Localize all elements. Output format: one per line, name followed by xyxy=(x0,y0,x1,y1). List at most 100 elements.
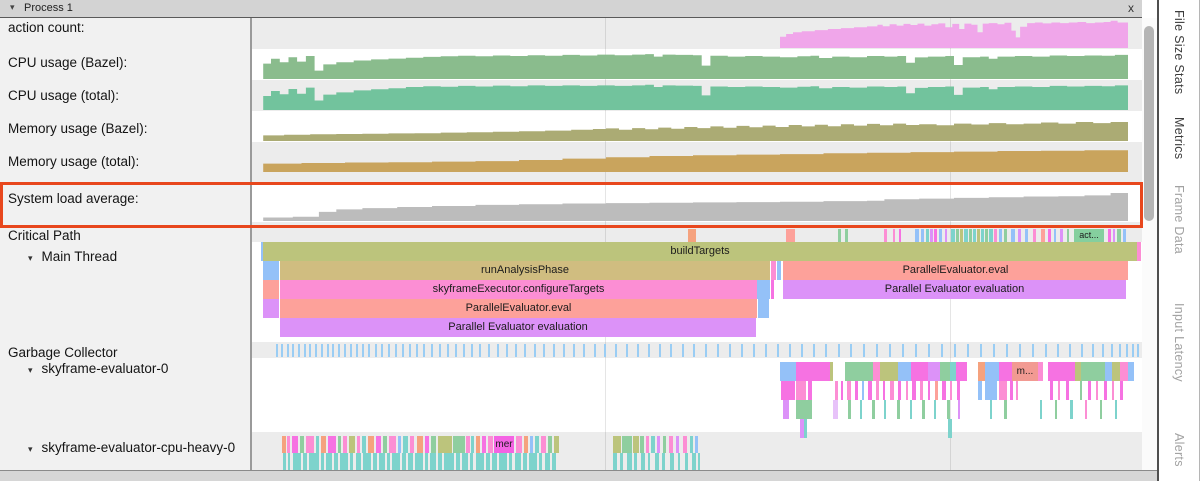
skyframe-evaluator-cpu-heavy-0-slice[interactable] xyxy=(362,436,366,453)
skyframe-evaluator-0-slice[interactable] xyxy=(1096,381,1098,400)
critical-path-slice[interactable] xyxy=(845,229,848,242)
critical-path-slice[interactable] xyxy=(1041,229,1045,242)
skyframe-evaluator-cpu-heavy-0-slice[interactable] xyxy=(690,436,693,453)
skyframe-evaluator-0-slice[interactable] xyxy=(956,362,967,381)
garbage-collector-slice[interactable] xyxy=(304,344,306,357)
garbage-collector-slice[interactable] xyxy=(543,344,545,357)
skyframe-evaluator-cpu-heavy-0-slice[interactable] xyxy=(466,436,470,453)
critical-path-slice[interactable] xyxy=(1018,229,1021,242)
skyframe-evaluator-0-slice[interactable]: m... xyxy=(1012,362,1038,381)
skyframe-evaluator-cpu-heavy-0-slice[interactable] xyxy=(283,453,286,470)
main-thread-slice[interactable]: skyframeExecutor.configureTargets xyxy=(280,280,757,299)
skyframe-evaluator-cpu-heavy-0-slice[interactable] xyxy=(438,453,442,470)
close-button[interactable]: x xyxy=(1128,1,1134,15)
garbage-collector-slice[interactable] xyxy=(276,344,278,357)
collapse-arrow-icon[interactable]: ▾ xyxy=(28,444,33,454)
skyframe-evaluator-0-slice[interactable] xyxy=(1080,381,1082,400)
garbage-collector-slice[interactable] xyxy=(980,344,982,357)
skyframe-evaluator-0-slice[interactable] xyxy=(880,362,898,381)
vertical-scrollbar-thumb[interactable] xyxy=(1144,26,1154,221)
garbage-collector-slice[interactable] xyxy=(670,344,672,357)
garbage-collector-slice[interactable] xyxy=(729,344,731,357)
critical-path-slice[interactable] xyxy=(786,229,795,242)
garbage-collector-slice[interactable] xyxy=(416,344,418,357)
main-thread-slice[interactable] xyxy=(758,299,769,318)
skyframe-evaluator-cpu-heavy-0-slice[interactable] xyxy=(321,436,326,453)
skyframe-evaluator-0-slice[interactable] xyxy=(911,362,928,381)
counter-chart-cpu-usage-bazel[interactable] xyxy=(258,51,1128,79)
skyframe-evaluator-cpu-heavy-0-slice[interactable] xyxy=(523,453,527,470)
skyframe-evaluator-0-slice[interactable] xyxy=(848,400,851,419)
garbage-collector-slice[interactable] xyxy=(471,344,473,357)
skyframe-evaluator-0-slice[interactable] xyxy=(1115,400,1117,419)
skyframe-evaluator-cpu-heavy-0-slice[interactable] xyxy=(670,453,674,470)
garbage-collector-slice[interactable] xyxy=(1019,344,1021,357)
skyframe-evaluator-cpu-heavy-0-slice[interactable] xyxy=(431,436,436,453)
skyframe-evaluator-cpu-heavy-0-slice[interactable] xyxy=(676,436,679,453)
critical-path-slice[interactable] xyxy=(945,229,947,242)
garbage-collector-slice[interactable] xyxy=(423,344,425,357)
skyframe-evaluator-0-slice[interactable] xyxy=(804,419,807,438)
skyframe-evaluator-cpu-heavy-0-slice[interactable] xyxy=(417,436,423,453)
skyframe-evaluator-cpu-heavy-0-slice[interactable]: mer xyxy=(494,436,514,453)
garbage-collector-slice[interactable] xyxy=(637,344,639,357)
critical-path-slice[interactable] xyxy=(1117,229,1121,242)
sidebar-tab-metrics[interactable]: Metrics xyxy=(1172,117,1186,160)
garbage-collector-slice[interactable] xyxy=(1069,344,1071,357)
critical-path-slice[interactable] xyxy=(899,229,901,242)
skyframe-evaluator-0-slice[interactable] xyxy=(876,381,879,400)
skyframe-evaluator-0-slice[interactable] xyxy=(1010,381,1013,400)
skyframe-evaluator-cpu-heavy-0-slice[interactable] xyxy=(373,453,377,470)
garbage-collector-slice[interactable] xyxy=(338,344,340,357)
critical-path-slice[interactable] xyxy=(999,229,1002,242)
counter-chart-memory-usage-bazel[interactable] xyxy=(258,113,1128,141)
skyframe-evaluator-0-slice[interactable] xyxy=(928,381,930,400)
garbage-collector-slice[interactable] xyxy=(1081,344,1083,357)
garbage-collector-slice[interactable] xyxy=(753,344,755,357)
critical-path-slice[interactable] xyxy=(1067,229,1069,242)
skyframe-evaluator-cpu-heavy-0-slice[interactable] xyxy=(316,436,319,453)
garbage-collector-slice[interactable] xyxy=(402,344,404,357)
skyframe-evaluator-cpu-heavy-0-slice[interactable] xyxy=(646,436,649,453)
garbage-collector-slice[interactable] xyxy=(648,344,650,357)
sidebar-tab-input-latency[interactable]: Input Latency xyxy=(1172,303,1186,382)
garbage-collector-slice[interactable] xyxy=(515,344,517,357)
garbage-collector-slice[interactable] xyxy=(292,344,294,357)
garbage-collector-slice[interactable] xyxy=(298,344,300,357)
skyframe-evaluator-0-slice[interactable] xyxy=(796,381,806,400)
skyframe-evaluator-0-slice[interactable] xyxy=(796,400,812,419)
critical-path-slice[interactable] xyxy=(838,229,841,242)
skyframe-evaluator-cpu-heavy-0-slice[interactable] xyxy=(379,453,385,470)
skyframe-evaluator-0-slice[interactable] xyxy=(950,381,952,400)
skyframe-evaluator-cpu-heavy-0-slice[interactable] xyxy=(648,453,650,470)
critical-path-slice[interactable] xyxy=(951,229,955,242)
critical-path-slice[interactable] xyxy=(985,229,988,242)
skyframe-evaluator-cpu-heavy-0-slice[interactable] xyxy=(641,453,645,470)
skyframe-evaluator-cpu-heavy-0-slice[interactable] xyxy=(402,453,406,470)
skyframe-evaluator-0-slice[interactable] xyxy=(1120,362,1128,381)
garbage-collector-slice[interactable] xyxy=(327,344,329,357)
skyframe-evaluator-0-slice[interactable] xyxy=(796,362,830,381)
skyframe-evaluator-0-slice[interactable] xyxy=(978,381,982,400)
garbage-collector-slice[interactable] xyxy=(876,344,878,357)
skyframe-evaluator-cpu-heavy-0-slice[interactable] xyxy=(408,453,413,470)
skyframe-evaluator-cpu-heavy-0-slice[interactable] xyxy=(387,453,390,470)
critical-path-slice[interactable] xyxy=(1054,229,1056,242)
counter-chart-action-count[interactable] xyxy=(258,20,1128,48)
skyframe-evaluator-cpu-heavy-0-slice[interactable] xyxy=(685,453,688,470)
skyframe-evaluator-0-slice[interactable] xyxy=(940,362,950,381)
collapse-arrow-icon[interactable]: ▾ xyxy=(28,365,33,375)
main-thread-slice[interactable] xyxy=(771,261,776,280)
skyframe-evaluator-0-slice[interactable] xyxy=(1085,400,1087,419)
garbage-collector-slice[interactable] xyxy=(801,344,803,357)
critical-path-slice[interactable] xyxy=(969,229,972,242)
garbage-collector-slice[interactable] xyxy=(1045,344,1047,357)
skyframe-evaluator-0-slice[interactable] xyxy=(1075,362,1081,381)
skyframe-evaluator-cpu-heavy-0-slice[interactable] xyxy=(515,453,521,470)
skyframe-evaluator-cpu-heavy-0-slice[interactable] xyxy=(340,453,348,470)
skyframe-evaluator-cpu-heavy-0-slice[interactable] xyxy=(403,436,408,453)
critical-path-slice[interactable] xyxy=(934,229,937,242)
skyframe-evaluator-cpu-heavy-0-slice[interactable] xyxy=(634,453,637,470)
skyframe-evaluator-0-slice[interactable] xyxy=(1050,381,1053,400)
skyframe-evaluator-cpu-heavy-0-slice[interactable] xyxy=(456,453,460,470)
